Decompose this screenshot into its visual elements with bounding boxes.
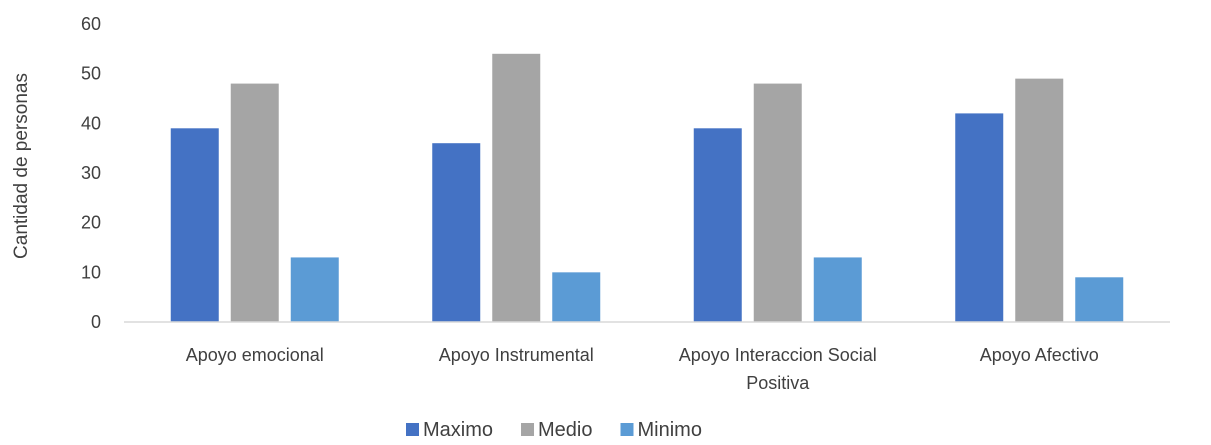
y-tick-label: 10 [81, 262, 101, 282]
bars [170, 53, 1124, 323]
y-axis-ticks: 0 10 20 30 40 50 60 [81, 14, 101, 332]
x-tick-label: Apoyo emocional [186, 345, 324, 365]
y-tick-label: 20 [81, 213, 101, 233]
x-tick-label: Apoyo Afectivo [980, 345, 1099, 365]
bar-medio-3 [753, 83, 802, 322]
bar-medio-1 [230, 83, 279, 322]
y-tick-label: 60 [81, 14, 101, 34]
x-axis-labels: Apoyo emocional Apoyo Instrumental Apoyo I… [186, 345, 1099, 393]
x-tick-label: Apoyo Instrumental [439, 345, 594, 365]
legend-swatch [620, 423, 634, 436]
legend-item-minimo: Minimo [620, 419, 702, 441]
legend-swatch [406, 423, 419, 436]
legend-item-medio: Medio [521, 419, 593, 441]
legend: Maximo Medio Minimo [406, 419, 702, 441]
bar-minimo-1 [290, 257, 339, 322]
legend-label: Medio [538, 419, 592, 441]
y-tick-label: 0 [91, 312, 101, 332]
bar-minimo-2 [552, 272, 601, 322]
legend-label: Minimo [638, 419, 702, 441]
y-tick-label: 30 [81, 163, 101, 183]
legend-item-maximo: Maximo [406, 419, 493, 441]
bar-medio-2 [492, 53, 541, 323]
bar-minimo-3 [813, 257, 862, 322]
bar-maximo-3 [693, 128, 742, 322]
bar-maximo-1 [170, 128, 219, 322]
y-axis-title: Cantidad de personas [11, 73, 32, 259]
bar-maximo-4 [955, 113, 1004, 323]
bar-medio-4 [1015, 78, 1064, 322]
legend-label: Maximo [423, 419, 493, 441]
bar-minimo-4 [1075, 277, 1124, 322]
y-tick-label: 40 [81, 113, 101, 133]
y-tick-label: 50 [81, 64, 101, 84]
legend-swatch [521, 423, 535, 436]
bar-maximo-2 [432, 143, 481, 322]
x-tick-label: Apoyo Interaccion Social Positiva [679, 345, 877, 393]
